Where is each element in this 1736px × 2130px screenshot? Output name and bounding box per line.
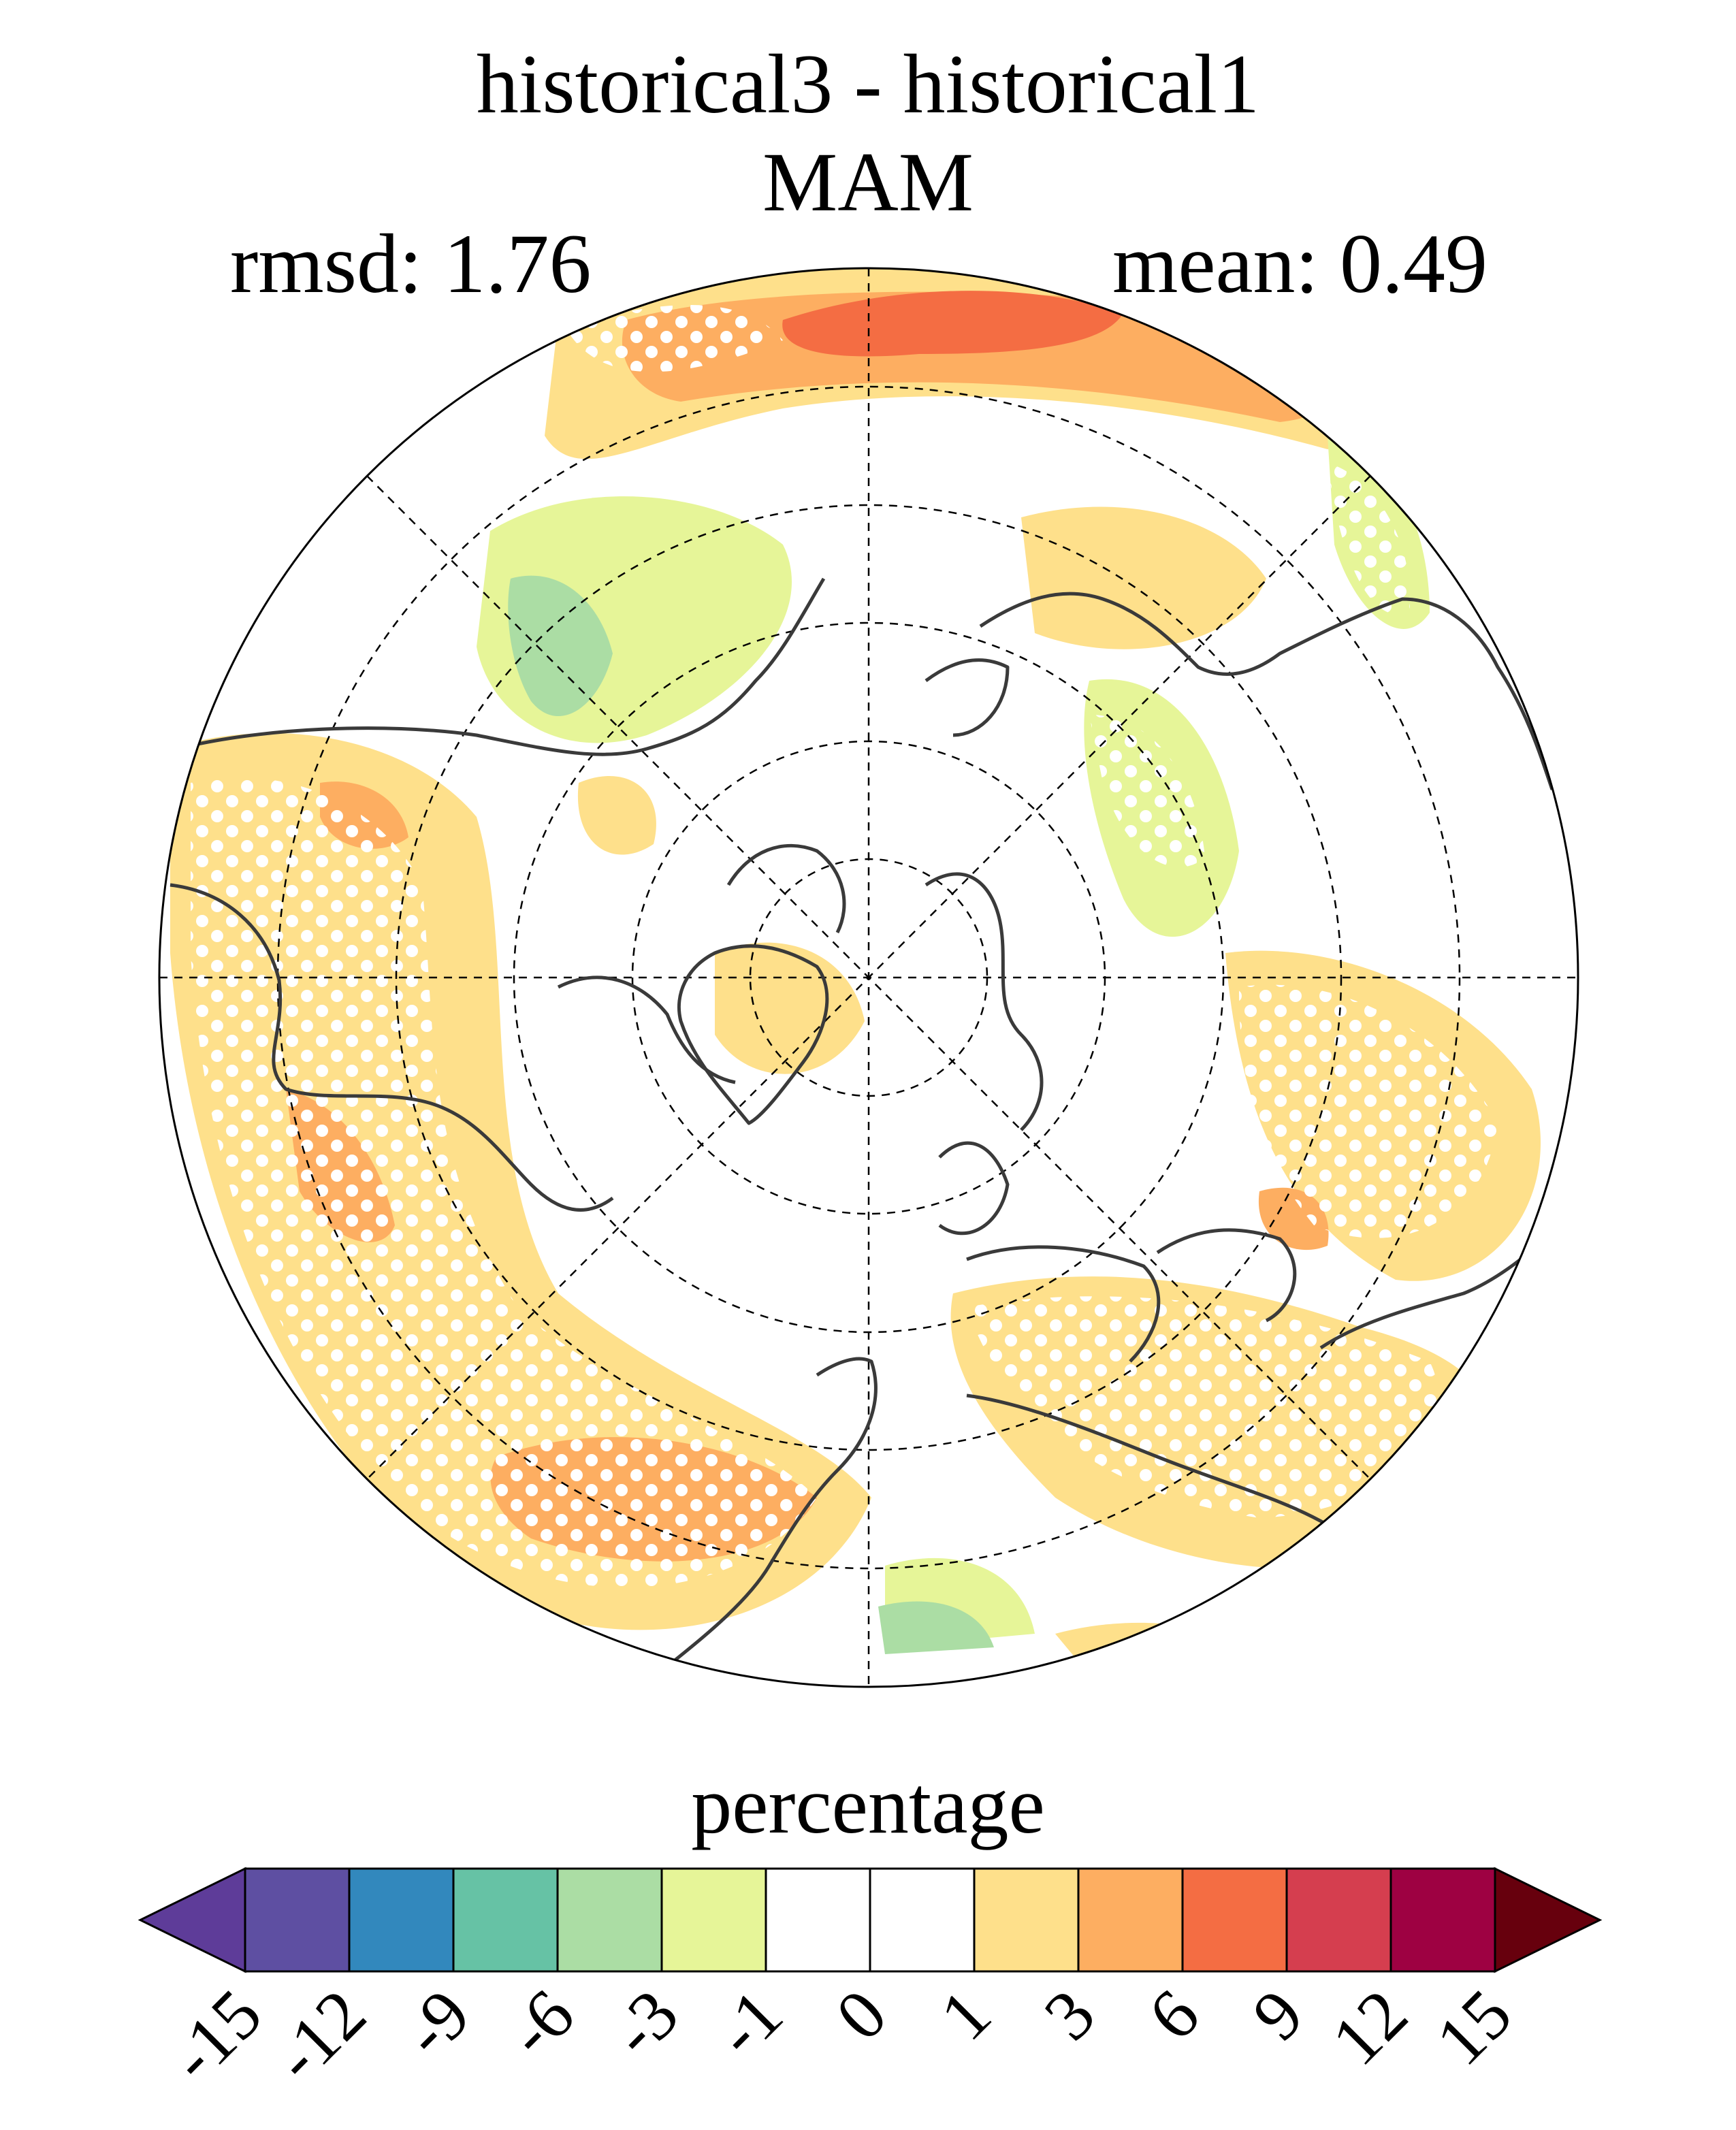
colorbar-tick-label: 1 [925, 1975, 1006, 2055]
colorbar-box [1181, 1867, 1288, 1973]
stippling [191, 304, 1498, 1588]
colorbar-box [660, 1867, 767, 1973]
colorbar-tick-label: -6 [492, 1975, 590, 2072]
colorbar-tick-label: 3 [1029, 1975, 1110, 2055]
colorbar-tick-label: -15 [155, 1975, 276, 2097]
colorbar-under-triangle [138, 1867, 246, 1973]
colorbar-box [452, 1867, 559, 1973]
colorbar-tick-label: 6 [1134, 1975, 1214, 2055]
colorbar-tick-label: 12 [1317, 1975, 1422, 2080]
colorbar-box [869, 1867, 976, 1973]
anomaly-6to9 [782, 291, 1123, 357]
colorbar-tick-label: 0 [821, 1975, 901, 2055]
colorbar-tick-label: 9 [1238, 1975, 1318, 2055]
colorbar-box [1285, 1867, 1392, 1973]
colorbar-tick-label: -3 [596, 1975, 694, 2072]
colorbar-label: percentage [691, 1760, 1045, 1850]
colorbar-tick-label: -12 [259, 1975, 381, 2097]
colorbar-box [1389, 1867, 1496, 1973]
colorbar-tick-label: -9 [388, 1975, 485, 2072]
title-line-1: historical3 - historical1 [476, 37, 1260, 131]
colorbar-over-triangle [1494, 1867, 1603, 1973]
graticule [159, 268, 1578, 1687]
colorbar-box [556, 1867, 663, 1973]
colorbar-boxes [138, 1867, 1603, 1973]
colorbar-tick-label: -1 [701, 1975, 798, 2072]
colorbar-box [1077, 1867, 1184, 1973]
colorbar-box [973, 1867, 1080, 1973]
colorbar-box [244, 1867, 351, 1973]
title-season: MAM [762, 135, 974, 229]
map-boundary [158, 267, 1579, 1688]
colorbar-box [348, 1867, 455, 1973]
mean-label: mean: 0.49 [1112, 217, 1488, 310]
map-field [159, 268, 1578, 1687]
rmsd-label: rmsd: 1.76 [230, 217, 592, 310]
anomaly-neg3to6 [508, 575, 994, 1654]
colorbar-box [765, 1867, 871, 1973]
colorbar-tick-label: 15 [1421, 1975, 1526, 2080]
